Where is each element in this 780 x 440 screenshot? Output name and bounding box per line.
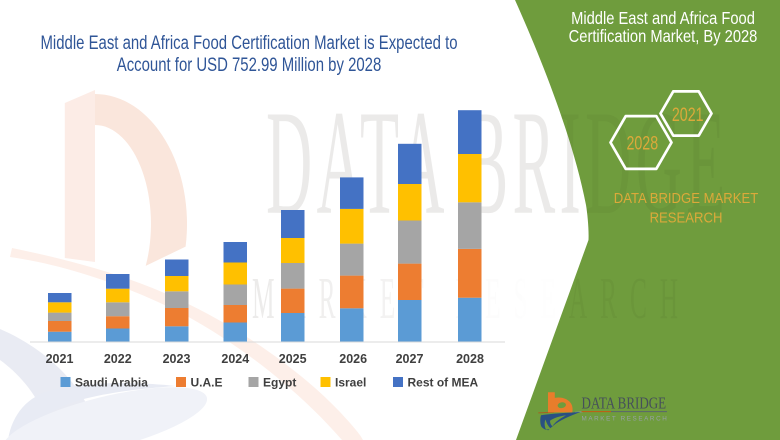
svg-text:U.A.E: U.A.E [191,376,223,390]
svg-text:Egypt: Egypt [263,376,296,390]
svg-text:DATA BRIDGE MARKET: DATA BRIDGE MARKET [614,189,759,206]
svg-text:Saudi Arabia: Saudi Arabia [75,376,148,390]
svg-text:2026: 2026 [339,352,367,366]
svg-text:2021: 2021 [46,352,74,366]
svg-text:2025: 2025 [279,352,307,366]
svg-text:2027: 2027 [396,352,424,366]
svg-text:2023: 2023 [163,352,191,366]
svg-text:2028: 2028 [456,352,484,366]
svg-text:Middle East and Africa Food Ce: Middle East and Africa Food Certificatio… [40,31,457,53]
svg-text:DATA BRIDGE: DATA BRIDGE [582,395,667,413]
svg-text:2022: 2022 [104,352,132,366]
svg-text:Certification Market, By 2028: Certification Market, By 2028 [569,27,758,46]
svg-text:Middle East and Africa Food: Middle East and Africa Food [571,9,755,28]
svg-text:2028: 2028 [626,133,658,154]
svg-text:MARKET RESEARCH: MARKET RESEARCH [582,416,669,423]
svg-text:2024: 2024 [221,352,249,366]
svg-text:2021: 2021 [672,104,704,125]
svg-text:RESEARCH: RESEARCH [650,209,723,226]
svg-text:Rest of MEA: Rest of MEA [408,376,479,390]
svg-text:Account for USD 752.99 Million: Account for USD 752.99 Million by 2028 [117,53,382,75]
svg-text:Israel: Israel [335,376,366,390]
